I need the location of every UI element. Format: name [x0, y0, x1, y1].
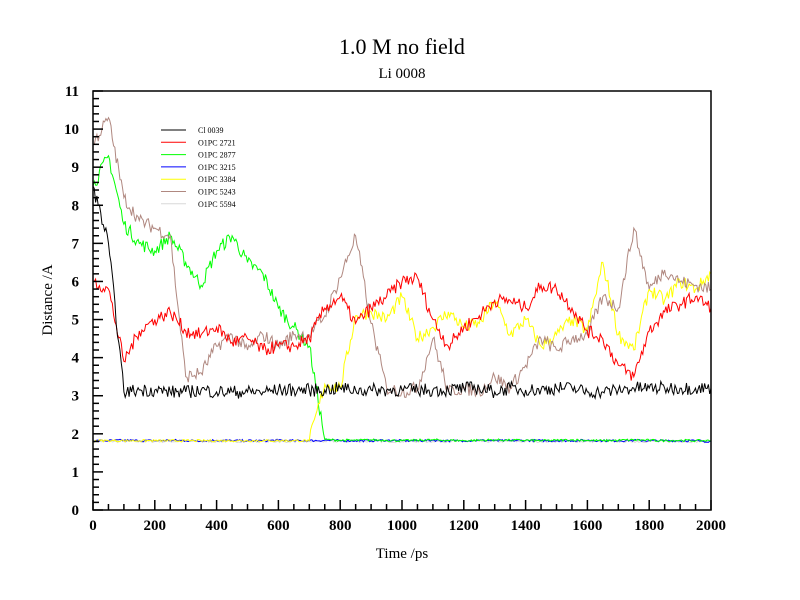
x-tick-label: 600	[267, 518, 290, 534]
legend-label: O1PC 5243	[198, 188, 236, 197]
x-tick-label: 1200	[449, 518, 479, 534]
series-line-cl-0039	[92, 185, 712, 400]
y-tick-label: 1	[72, 465, 80, 481]
legend-label: O1PC 3384	[198, 175, 236, 184]
y-tick-label: 10	[64, 122, 79, 138]
x-tick-label: 2000	[696, 518, 726, 534]
series-line-o1pc-5243	[92, 116, 712, 398]
x-tick-label: 1000	[387, 518, 417, 534]
y-tick-label: 3	[72, 389, 80, 405]
legend-label: O1PC 5594	[198, 200, 236, 209]
x-tick-label: 800	[329, 518, 352, 534]
y-tick-label: 4	[72, 351, 80, 367]
x-tick-label: 0	[89, 518, 97, 534]
x-tick-label: 400	[205, 518, 228, 534]
series-line-o1pc-2721	[93, 271, 712, 381]
y-tick-label: 8	[72, 198, 80, 214]
y-tick-label: 5	[72, 313, 80, 329]
series-line-o1pc-2877	[92, 154, 712, 443]
chart-title: 1.0 M no field	[339, 34, 465, 59]
y-tick-label: 6	[72, 274, 80, 290]
y-tick-label: 2	[72, 427, 80, 443]
chart-subtitle: Li 0008	[378, 66, 425, 82]
x-tick-label: 200	[144, 518, 167, 534]
x-tick-label: 1400	[511, 518, 541, 534]
x-tick-label: 1800	[634, 518, 664, 534]
y-tick-label: 7	[72, 236, 80, 252]
y-tick-label: 9	[72, 160, 80, 176]
plot-area	[92, 116, 712, 444]
plot-frame	[92, 90, 712, 511]
y-tick-label: 11	[65, 84, 79, 100]
legend: Cl 0039 O1PC 2721 O1PC 2877 O1PC 3215 O1PC 3…	[161, 126, 236, 209]
axes: 0 200 400 600 800 1000 1200 1400 1600 1800 2000 0 1 2…	[64, 84, 726, 534]
legend-label: O1PC 2877	[198, 151, 236, 160]
legend-label: O1PC 3215	[198, 163, 236, 172]
y-tick-label: 0	[72, 503, 80, 519]
series-line-o1pc-3384	[92, 261, 712, 443]
x-tick-label: 1600	[572, 518, 602, 534]
legend-label: Cl 0039	[198, 126, 224, 135]
y-axis-label: Distance /A	[40, 264, 56, 335]
legend-label: O1PC 2721	[198, 138, 236, 147]
x-axis-label: Time /ps	[376, 546, 429, 562]
